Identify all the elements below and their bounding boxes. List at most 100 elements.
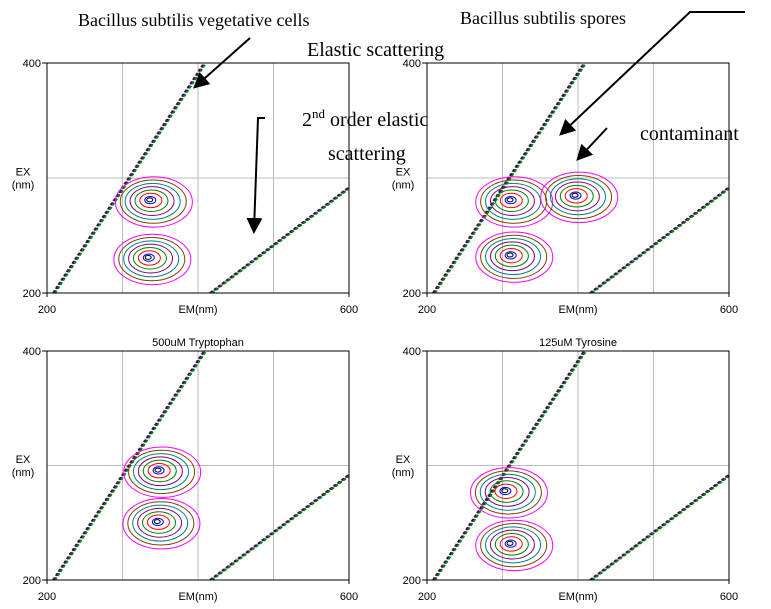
peak bbox=[153, 519, 161, 525]
contour-line bbox=[489, 186, 535, 216]
plot-area bbox=[427, 63, 729, 293]
x-axis-label: EM(nm) bbox=[558, 591, 597, 603]
contour-line bbox=[489, 529, 535, 560]
contour-line bbox=[137, 456, 183, 487]
contour-line bbox=[499, 536, 523, 552]
x-axis-label: EM(nm) bbox=[178, 304, 217, 316]
peak bbox=[501, 488, 509, 494]
plot-frame bbox=[46, 62, 350, 294]
contour-line bbox=[113, 233, 192, 286]
contour-line bbox=[499, 247, 523, 264]
y-tick-label: 400 bbox=[403, 346, 421, 358]
x-tick-label: 200 bbox=[418, 304, 436, 316]
plot-area bbox=[47, 63, 349, 293]
x-tick-label: 600 bbox=[340, 304, 358, 316]
contour-line bbox=[485, 182, 542, 220]
annotation: 2nd order elastic bbox=[302, 106, 428, 131]
annotation: Bacillus subtilis vegetative cells bbox=[78, 10, 309, 30]
y-axis-label: (nm) bbox=[12, 180, 35, 192]
contour-line bbox=[123, 446, 202, 498]
arrow bbox=[576, 127, 608, 161]
contour-line bbox=[128, 243, 174, 274]
contour-line bbox=[564, 188, 588, 204]
contour-line bbox=[129, 186, 175, 216]
annotation: Elastic scattering bbox=[307, 39, 444, 61]
contour-line bbox=[146, 514, 170, 530]
contour-line bbox=[559, 184, 594, 208]
y-axis-label: EX bbox=[396, 167, 411, 179]
scatter-band bbox=[434, 63, 587, 293]
y-tick-label: 400 bbox=[23, 58, 41, 70]
y-axis-label: EX bbox=[396, 454, 411, 466]
contour-line bbox=[128, 449, 196, 494]
arrow bbox=[559, 11, 745, 136]
x-tick-label: 600 bbox=[720, 304, 738, 316]
contour-line bbox=[142, 253, 155, 262]
annotation: contaminant bbox=[640, 123, 739, 145]
x-tick-label: 600 bbox=[720, 591, 738, 603]
scatter-band bbox=[591, 474, 729, 580]
peak bbox=[506, 197, 514, 203]
contour-line bbox=[484, 476, 530, 507]
y-tick-label: 400 bbox=[23, 346, 41, 358]
contour-line bbox=[475, 231, 554, 283]
contour-line bbox=[475, 176, 554, 228]
contour-line bbox=[142, 511, 177, 534]
peak bbox=[506, 252, 514, 258]
contour-line bbox=[122, 498, 201, 550]
annotation: scattering bbox=[328, 143, 406, 165]
x-axis-label: EM(nm) bbox=[178, 591, 217, 603]
contour-line bbox=[137, 507, 183, 538]
contour-line bbox=[119, 179, 187, 224]
contour-line bbox=[480, 523, 548, 568]
x-tick-label: 200 bbox=[38, 591, 56, 603]
contour-line bbox=[152, 466, 165, 475]
y-axis-label: (nm) bbox=[12, 467, 35, 479]
annotation-part: nd bbox=[312, 106, 326, 121]
arrow bbox=[193, 37, 251, 89]
contour-line bbox=[485, 238, 542, 276]
contour-line bbox=[118, 237, 186, 282]
contour-line bbox=[540, 171, 619, 224]
contour-line bbox=[504, 539, 517, 548]
contour-line bbox=[494, 483, 518, 499]
chart-title: 125uM Tyrosine bbox=[539, 337, 617, 349]
contour-line bbox=[489, 480, 524, 503]
contour-line bbox=[480, 234, 548, 279]
annotation-part: 2 bbox=[302, 109, 312, 131]
contour-line bbox=[139, 192, 163, 209]
contour-line bbox=[475, 519, 554, 572]
peak bbox=[144, 254, 152, 260]
plot-area bbox=[427, 351, 729, 580]
contour-line bbox=[554, 181, 600, 212]
y-axis-label: EX bbox=[16, 454, 31, 466]
plot-area bbox=[47, 351, 349, 580]
annotation: Bacillus subtilis spores bbox=[460, 8, 626, 28]
contour-line bbox=[545, 174, 613, 220]
y-tick-label: 400 bbox=[403, 58, 421, 70]
y-tick-label: 200 bbox=[23, 575, 41, 587]
y-axis-label: (nm) bbox=[392, 467, 415, 479]
y-axis-label: EX bbox=[16, 167, 31, 179]
contour-line bbox=[474, 470, 542, 515]
contour-line bbox=[132, 246, 167, 270]
peak bbox=[571, 192, 579, 198]
peak bbox=[154, 467, 162, 473]
contour-line bbox=[504, 251, 517, 260]
scatter-band bbox=[54, 63, 207, 293]
annotation-part: order elastic bbox=[325, 109, 428, 131]
plot-frame bbox=[426, 62, 730, 294]
contour-line bbox=[499, 192, 523, 209]
x-tick-label: 600 bbox=[340, 591, 358, 603]
contour-line bbox=[504, 196, 517, 205]
contour-line bbox=[469, 467, 548, 519]
contour-line bbox=[479, 473, 536, 511]
contour-line bbox=[151, 517, 164, 527]
x-tick-label: 200 bbox=[418, 591, 436, 603]
plot-frame bbox=[426, 350, 730, 581]
contour-line bbox=[494, 189, 529, 213]
contour-line bbox=[494, 532, 529, 556]
contour-line bbox=[124, 182, 181, 220]
contour-line bbox=[134, 189, 169, 213]
